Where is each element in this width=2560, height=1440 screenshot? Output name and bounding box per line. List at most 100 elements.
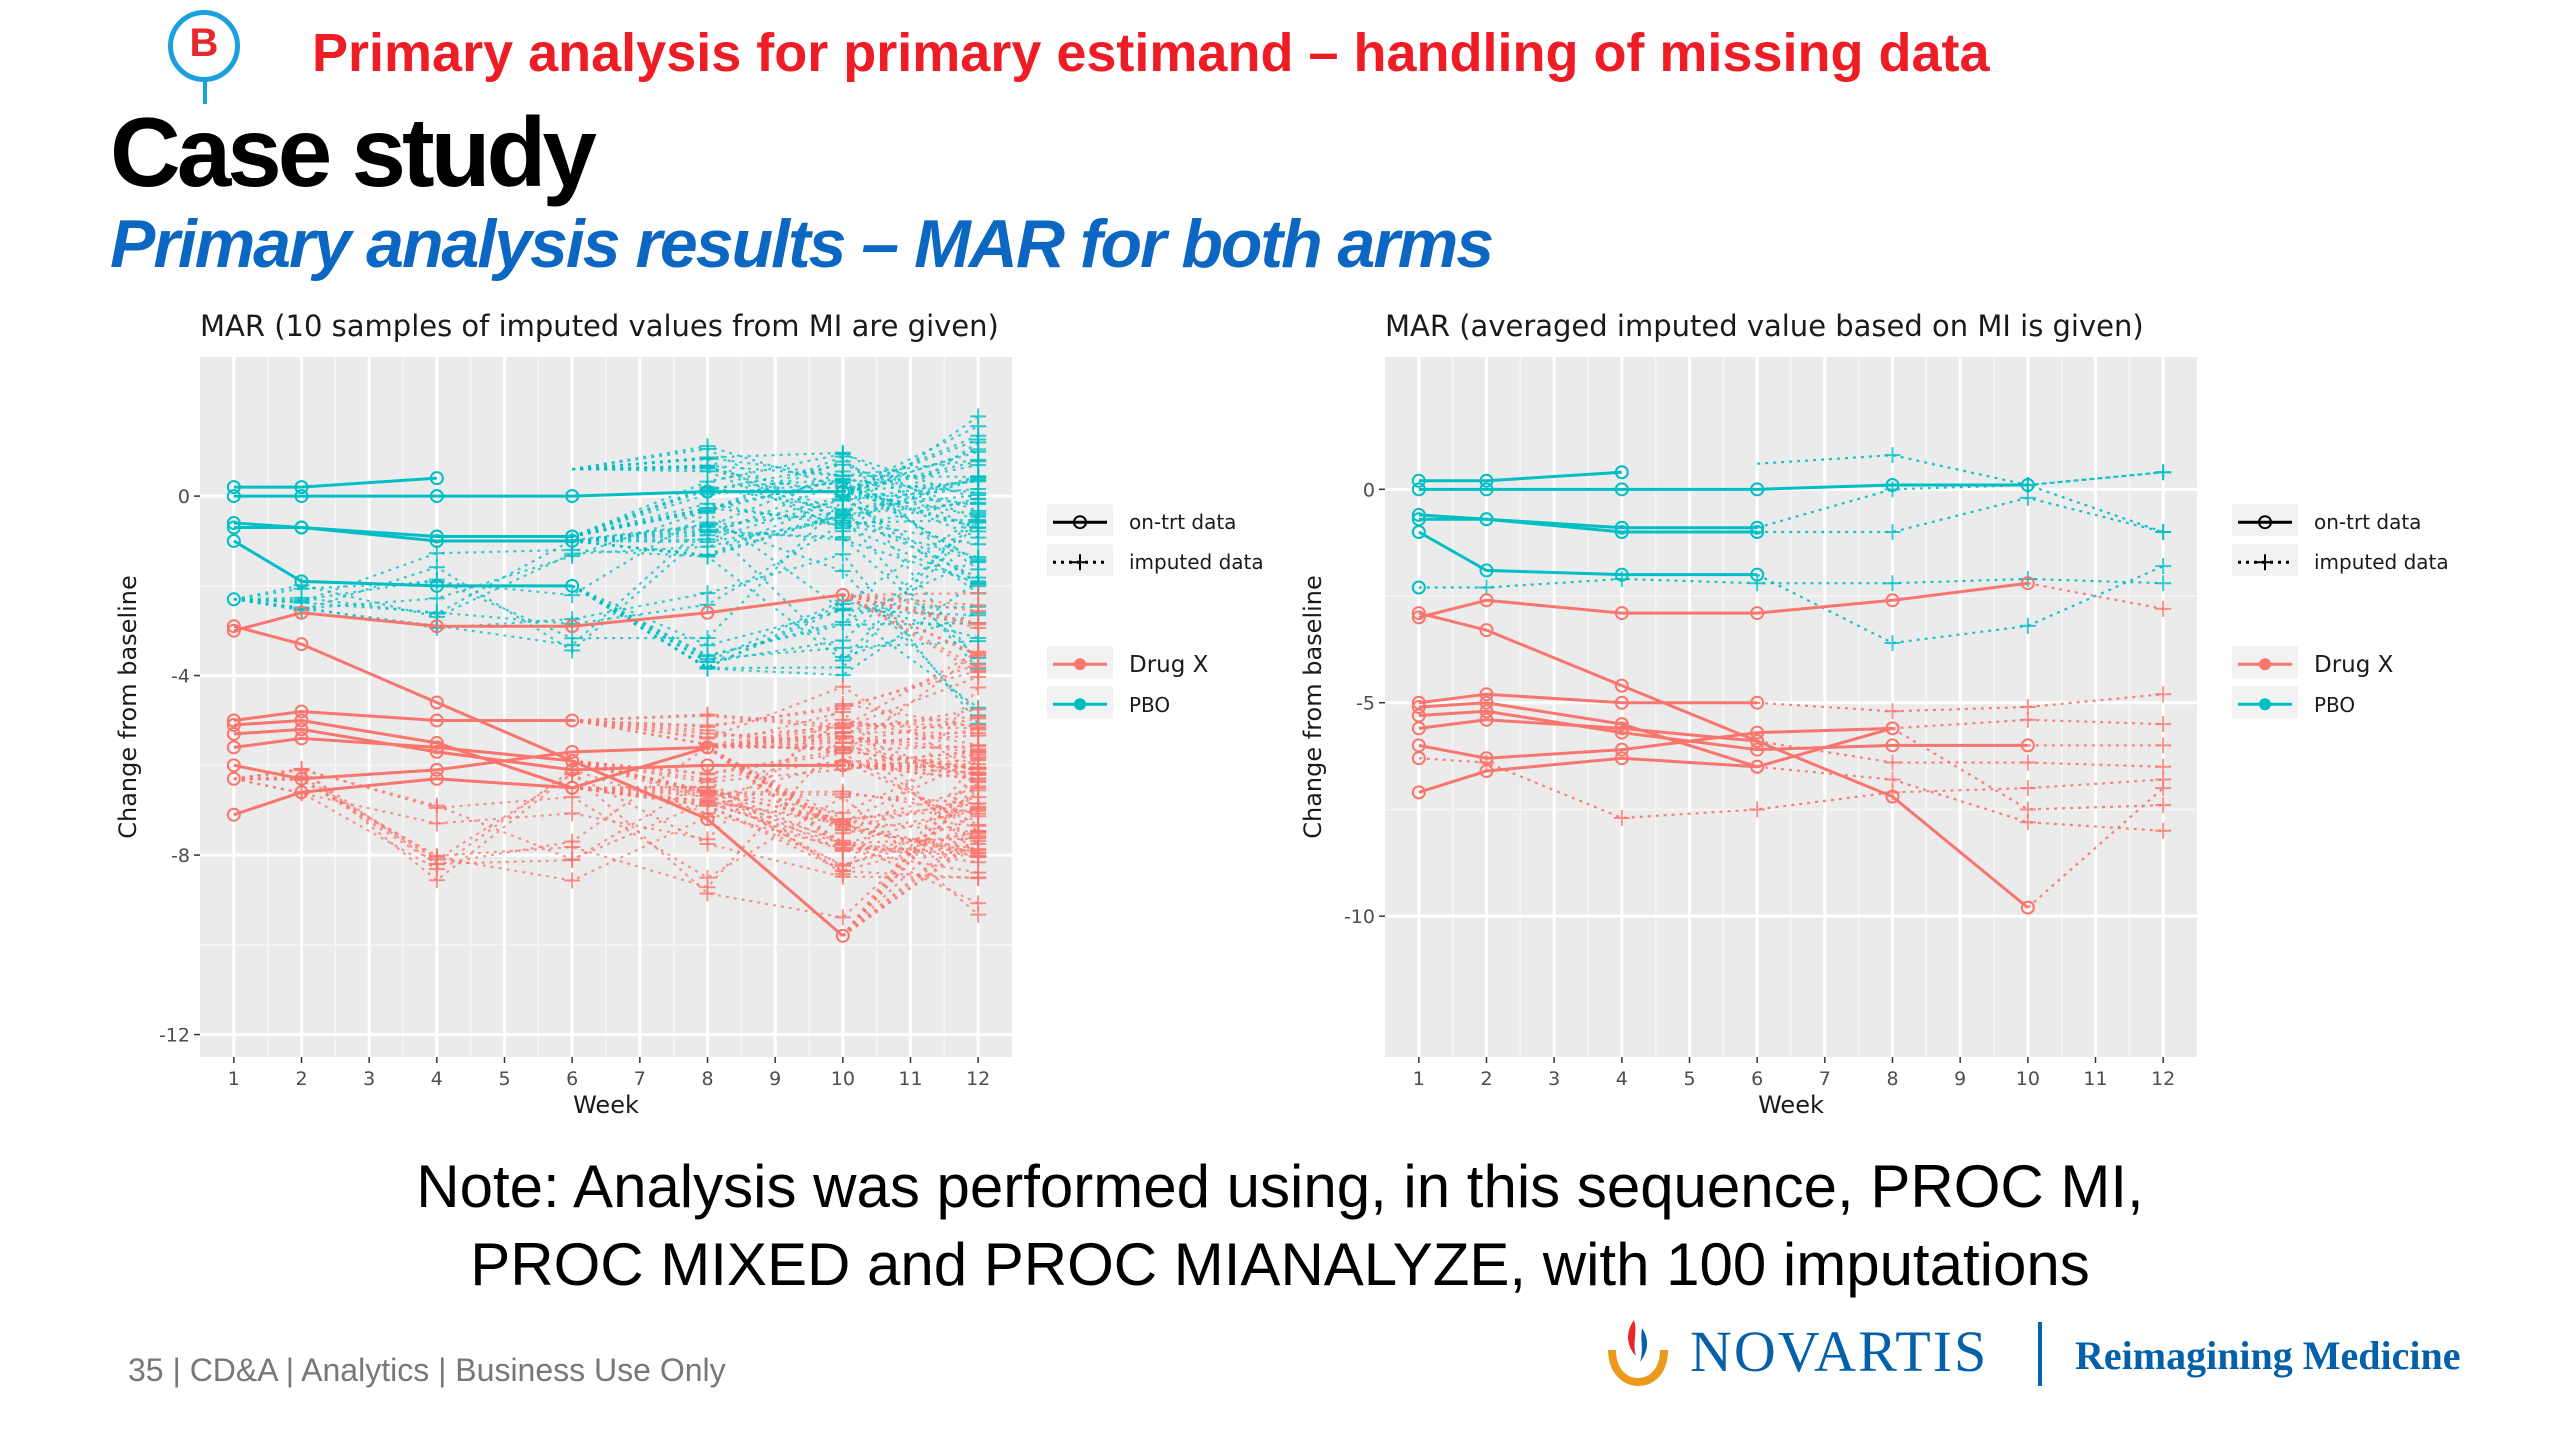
chart1-legend-label-pbo: PBO: [1129, 693, 1170, 717]
chart1-observed-point: [429, 471, 444, 486]
chart1-observed-point: [294, 713, 309, 728]
chart2-xtick-label: 6: [1751, 1068, 1763, 1090]
chart1-observed-point: [226, 771, 241, 786]
chart2-imputed-point: [2019, 754, 2036, 771]
chart2-imputed-point: [2019, 617, 2036, 634]
chart1-imputed-point: [834, 728, 851, 745]
chart2-observed-point: [1750, 734, 1765, 749]
chart2-imputed-point: [1884, 447, 1901, 464]
chart1-imputed-point: [834, 616, 851, 633]
chart2-imputed-point: [2155, 686, 2172, 703]
chart1-imputed-line: [572, 513, 979, 579]
chart2-observed-line: [1418, 726, 1893, 760]
chart1-imputed-point: [428, 797, 445, 814]
chart2-observed-point: [1479, 563, 1494, 578]
section-badge-letter: B: [189, 21, 219, 65]
chart1-imputed-point: [564, 805, 581, 822]
chart1-observed-point: [429, 735, 444, 750]
chart2-imputed-point: [2155, 600, 2172, 617]
chart2-observed-point: [1885, 721, 1900, 736]
chart2-imputed-line: [1757, 765, 2164, 832]
chart2-observed-point: [1614, 717, 1629, 732]
chart1-observed-point: [226, 807, 241, 822]
chart2-observed-point: [1614, 482, 1629, 497]
chart2-ytick-label: 0: [1363, 479, 1375, 501]
chart2-observed-point: [2020, 576, 2035, 591]
chart1-observed-point: [429, 771, 444, 786]
chart1-imputed-line: [706, 746, 979, 826]
chart2-observed-point: [1614, 721, 1629, 736]
chart1-observed-line: [233, 526, 573, 543]
chart1-imputed-line: [841, 768, 980, 937]
chart1-imputed-line: [571, 520, 979, 670]
chart2-imputed-point: [1884, 524, 1901, 540]
chart1-ylabel: Change from baseline: [114, 575, 142, 839]
chart1-observed-point: [429, 619, 444, 634]
chart1-xlabel: Week: [573, 1091, 639, 1119]
chart1-imputed-point: [699, 523, 716, 540]
chart1-observed-point: [429, 744, 444, 759]
chart2-legend-key-imputed-point: [2257, 554, 2273, 571]
chart1-imputed-point: [970, 472, 987, 489]
chart1-imputed-line: [842, 593, 979, 607]
chart1-imputed-line: [842, 764, 979, 775]
chart1-imputed-line: [842, 593, 979, 656]
chart1-imputed-point: [970, 643, 987, 660]
chart2-legend-label-pbo: PBO: [2314, 693, 2355, 717]
chart1-ytick-label: -8: [171, 845, 190, 867]
chart2-imputed-point: [2019, 814, 2036, 831]
chart1-legend-label-imputed: imputed data: [1129, 550, 1264, 574]
section-badge-tail: [203, 80, 207, 104]
chart1-xtick-label: 10: [831, 1068, 855, 1090]
chart1-imputed-point: [834, 909, 851, 926]
chart1-observed-point: [294, 520, 309, 535]
chart2-observed-point: [1411, 721, 1426, 736]
chart1-imputed-line: [571, 580, 979, 677]
chart2-observed-line: [1418, 718, 1758, 743]
chart1-imputed-point: [834, 529, 851, 546]
chart1-imputed-point: [699, 831, 716, 848]
chart1-imputed-point: [564, 587, 581, 604]
chart2-xtick-label: 7: [1819, 1068, 1831, 1090]
novartis-flame-icon: [1608, 1320, 1668, 1386]
chart1-xtick-label: 9: [769, 1068, 781, 1090]
chart1-ytick-label: -4: [171, 666, 190, 688]
chart1-imputed-line: [706, 746, 979, 845]
chart1-imputed-point: [699, 449, 716, 466]
chart1-observed-point: [226, 520, 241, 535]
chart1-imputed-line: [572, 786, 979, 880]
chart2-ytick-label: -10: [1344, 906, 1375, 928]
chart2-observed-point: [1750, 482, 1765, 497]
chart1-observed-point: [429, 740, 444, 755]
chart1-observed-point: [226, 623, 241, 638]
chart1-xtick-label: 11: [898, 1068, 922, 1090]
chart2-observed-point: [1614, 751, 1629, 766]
chart1-observed-line: [233, 490, 843, 498]
chart1-observed-point: [226, 592, 241, 607]
chart1-observed-point: [226, 758, 241, 773]
chart1-imputed-point: [834, 813, 851, 830]
chart1-imputed-point: [834, 788, 851, 805]
chart1-imputed-line: [842, 764, 979, 780]
chart1-observed-point: [565, 489, 580, 504]
chart1-imputed-point: [834, 703, 851, 720]
chart1-imputed-point: [970, 431, 987, 448]
chart2-imputed-point: [2019, 780, 2036, 797]
chart2-xtick-label: 5: [1683, 1068, 1695, 1090]
chart1-ytick-label: -12: [159, 1025, 190, 1047]
chart2-legend-label-ontrt: on-trt data: [2314, 510, 2421, 534]
chart2-ytick-label: -5: [1356, 693, 1375, 715]
chart1-imputed-point: [970, 782, 987, 799]
chart2-observed-line: [1418, 611, 2029, 909]
chart2-observed-line: [1418, 701, 1893, 769]
chart1-observed-point: [294, 489, 309, 504]
chart1-observed-point: [835, 928, 850, 943]
chart2-imputed-line: [1756, 565, 2164, 645]
chart2-observed-point: [1411, 507, 1426, 522]
chart1-xtick-label: 4: [431, 1068, 443, 1090]
chart1-imputed-point: [970, 737, 987, 754]
chart1-imputed-point: [699, 885, 716, 902]
chart2-xtick-label: 3: [1548, 1068, 1560, 1090]
analysis-note-line-1: Note: Analysis was performed using, in t…: [416, 1153, 2144, 1220]
chart1-observed-point: [565, 713, 580, 728]
